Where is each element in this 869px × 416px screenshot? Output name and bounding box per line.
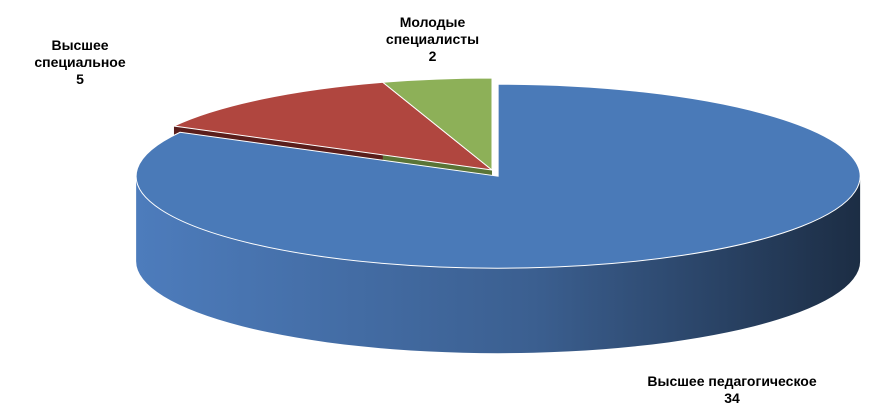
label-value: 34 xyxy=(724,390,740,406)
label: Молодые специалисты 2 xyxy=(370,14,495,65)
label: Высшее специальное 5 xyxy=(20,37,140,88)
label-name: Высшее педагогическое xyxy=(647,373,817,389)
slice xyxy=(172,81,494,171)
label: Высшее педагогическое 34 xyxy=(642,373,822,407)
label-value: 5 xyxy=(76,71,84,87)
slice xyxy=(135,83,861,269)
label-name: Высшее специальное xyxy=(34,37,126,70)
slice-side xyxy=(136,176,861,354)
label-value: 2 xyxy=(428,48,437,64)
slice xyxy=(381,77,493,172)
label-name: Молодые специалисты xyxy=(385,14,480,47)
